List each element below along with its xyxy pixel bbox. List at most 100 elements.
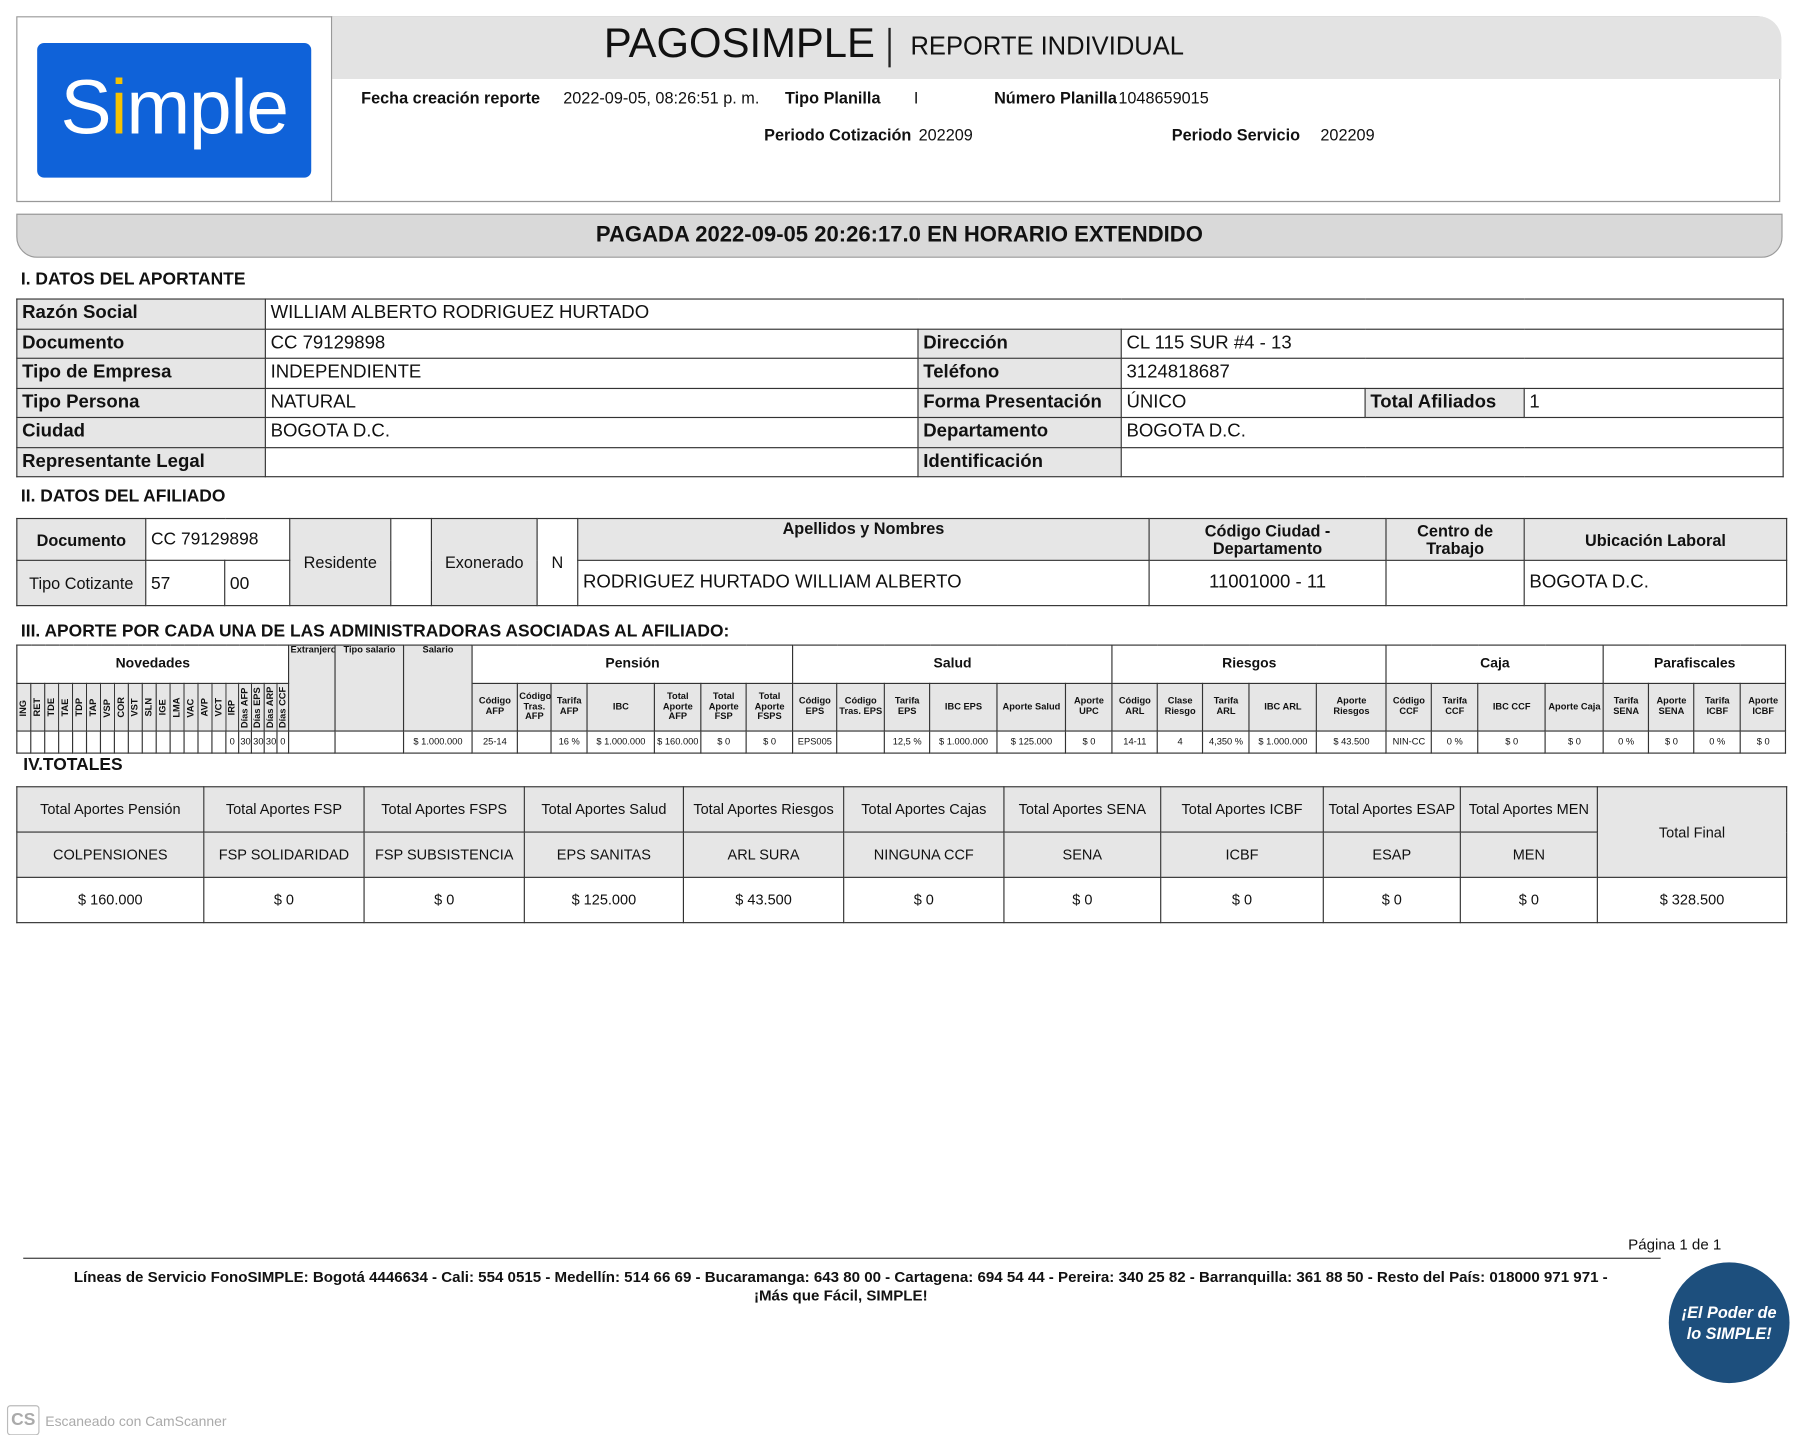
total-value-cell: $ 43.500 [682,876,845,924]
aportes-header-cell: IBC EPS [929,682,998,732]
tipo-empresa-value: INDEPENDIENTE [264,357,919,389]
service-lines-text: Líneas de Servicio FonoSIMPLE: Bogotá 44… [73,1268,1608,1286]
total-final-value: $ 328.500 [1596,876,1788,924]
departamento-value: BOGOTA D.C. [1120,416,1784,448]
section-totales-heading: IV.TOTALES [23,754,123,775]
aportes-header-cell: VST [128,683,143,732]
aportes-data-cell: 0 % [1602,730,1650,754]
total-value-cell: $ 160.000 [16,876,205,924]
total-title-cell: Total Aportes FSPS [363,786,525,833]
ubicacion-laboral-label: Ubicación Laboral [1523,517,1788,561]
aportes-data-cell: $ 0 [1739,730,1787,754]
documento-value: CC 79129898 [145,517,291,561]
razon-social-value: WILLIAM ALBERTO RODRIGUEZ HURTADO [264,298,1784,330]
aportes-data-cell: $ 43.500 [1316,730,1387,754]
aportes-group-pension: Pensión [471,644,794,684]
fecha-label: Fecha creación reporte [361,88,541,107]
representante-label: Representante Legal [16,446,266,478]
total-value-cell: $ 0 [1322,876,1461,924]
total-value-cell: $ 0 [203,876,365,924]
aportes-header-cell: VAC [184,683,198,732]
total-title-cell: Total Aportes FSP [203,786,365,833]
aportes-data-cell: 0 [276,730,290,754]
fecha-value: 2022-09-05, 08:26:51 p. m. [563,88,760,107]
aportes-header-cell: Tarifa ARL [1202,682,1250,732]
centro-trabajo-label: Centro de Trabajo [1385,517,1525,561]
identificacion-label: Identificación [917,446,1122,478]
camscanner-watermark: Escaneado con CamScanner [45,1413,227,1430]
aportes-data-cell: 4,350 % [1202,730,1250,754]
codigo-ciudad-label: Código Ciudad - Departamento [1148,517,1387,561]
tipo-persona-label: Tipo Persona [16,387,266,419]
aportes-data-cell [334,730,405,754]
aportante-table: Razón Social WILLIAM ALBERTO RODRIGUEZ HU… [16,298,1784,478]
aportes-data-cell [836,730,886,754]
aportes-data-cell: 30 [250,730,265,754]
aportes-header-cell: Tarifa ICBF [1693,682,1742,732]
aportes-data-cell: $ 0 [1544,730,1605,754]
numero-planilla-value: 1048659015 [1118,88,1209,107]
total-afiliados-label: Total Afiliados [1364,387,1525,419]
aportes-data-cell [211,730,227,754]
total-title-cell: Total Aportes Salud [523,786,684,833]
badge-text: ¡El Poder de lo SIMPLE! [1681,1302,1777,1343]
aportes-header-cell: Extranjero [288,644,336,732]
forma-presentacion-label: Forma Presentación [917,387,1122,419]
aportes-header-cell: Tarifa AFP [550,682,588,732]
total-entity-cell: NINGUNA CCF [843,831,1005,878]
section-aportes-heading: III. APORTE POR CADA UNA DE LAS ADMINIST… [20,621,730,642]
aportes-header-cell: Días CCF [276,683,289,732]
total-entity-cell: COLPENSIONES [16,831,205,878]
camscanner-logo: CS [6,1405,40,1435]
aportes-header-cell: LMA [170,683,185,732]
aportes-group-row: Novedades Extranjero Tipo salario Salario Pe… [16,644,1787,732]
tipo-planilla-label: Tipo Planilla [785,88,881,107]
aportes-data-cell [155,730,171,754]
aportes-header-cell: Tipo salario [334,644,405,732]
tipo-persona-value: NATURAL [264,387,919,419]
footer-divider [23,1257,1661,1259]
nombres-value: RODRIGUEZ HURTADO WILLIAM ALBERTO [577,559,1150,607]
total-entity-cell: ICBF [1160,831,1324,878]
aportes-header-cell: Código EPS [792,682,838,732]
total-entity-cell: EPS SANITAS [523,831,684,878]
aportes-data-cell: 12,5 % [883,730,931,754]
total-entity-cell: FSP SOLIDARIDAD [203,831,365,878]
residente-label: Residente [289,517,392,607]
aportes-header-cell: SLN [142,683,157,732]
ciudad-label: Ciudad [16,416,266,448]
aportes-data-cell: $ 1.000.000 [929,730,998,754]
afiliado-table: Documento CC 79129898 Residente Exonerad… [16,517,1788,607]
aportes-data-cell [288,730,336,754]
total-title-cell: Total Aportes MEN [1459,786,1598,833]
aportes-data-cell [127,730,143,754]
aportes-data-cell [30,730,46,754]
aportes-header-cell: Aporte Riesgos [1316,682,1387,732]
forma-presentacion-value: ÚNICO [1120,387,1366,419]
total-value-cell: $ 0 [363,876,525,924]
aportes-group-caja: Caja [1385,644,1605,684]
logo-cell [16,16,333,203]
aportes-header-cell: VCT [211,683,226,732]
telefono-label: Teléfono [917,357,1122,389]
simple-slogan-badge: ¡El Poder de lo SIMPLE! [1668,1262,1790,1384]
aportes-header-cell: IBC ARL [1248,682,1318,732]
aportes-data-cell: 4 [1156,730,1204,754]
total-title-cell: Total Aportes Pensión [16,786,205,833]
periodo-cotizacion-label: Periodo Cotización [764,125,912,144]
aportes-data-cell [141,730,157,754]
aportes-header-cell: Código ARL [1111,682,1159,732]
section-afiliado-heading: II. DATOS DEL AFILIADO [20,486,226,507]
total-title-cell: Total Aportes ESAP [1322,786,1461,833]
telefono-value: 3124818687 [1120,357,1784,389]
codigo-ciudad-value: 11001000 - 11 [1148,559,1387,607]
aportes-data-cell [58,730,74,754]
total-entity-cell: FSP SUBSISTENCIA [363,831,525,878]
report-brand-title: PAGOSIMPLE [603,18,875,67]
total-title-cell: Total Aportes Cajas [843,786,1005,833]
identificacion-value [1120,446,1784,478]
aportes-header-cell: Aporte ICBF [1739,682,1787,732]
simple-logo: Simple [37,42,312,178]
centro-trabajo-value [1385,559,1525,607]
